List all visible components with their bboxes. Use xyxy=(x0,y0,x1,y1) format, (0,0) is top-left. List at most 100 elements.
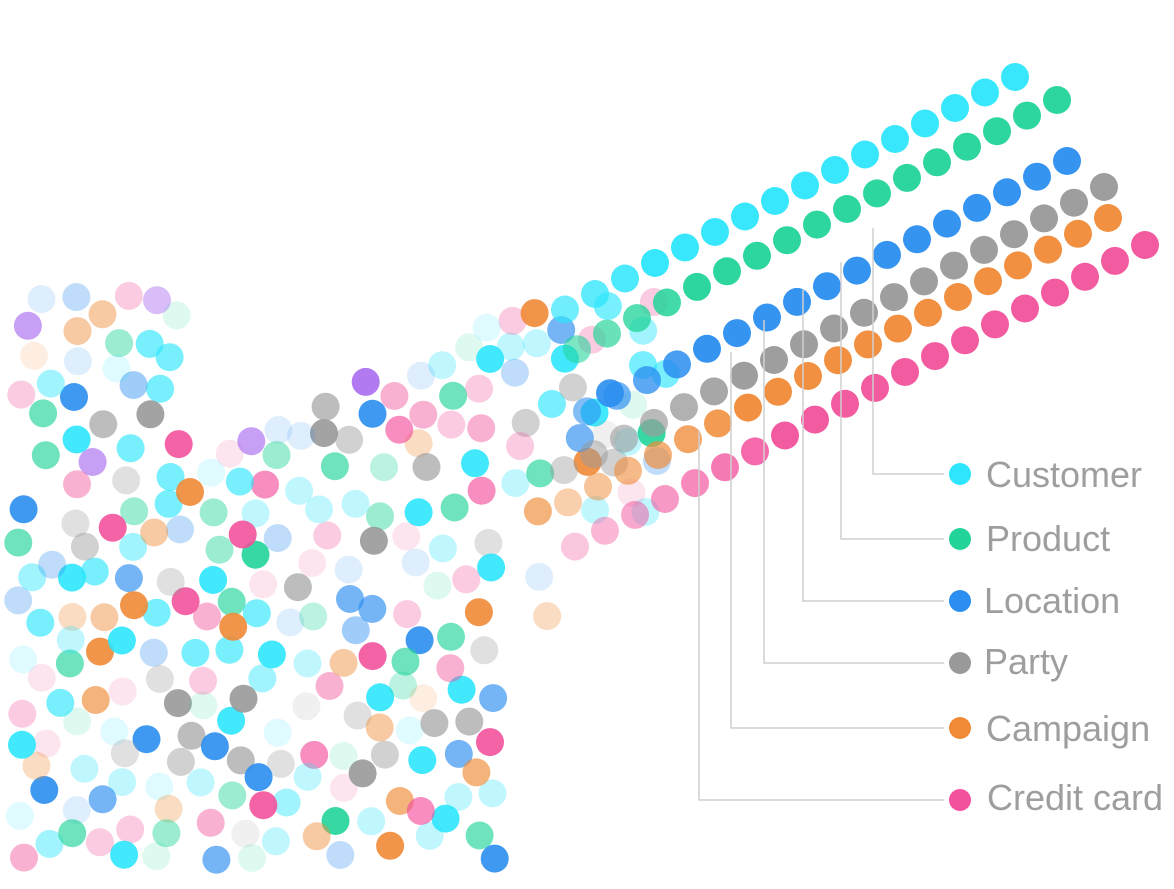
row-dot-product xyxy=(623,304,651,333)
row-dot-party xyxy=(580,440,608,469)
scatter-dot-customer xyxy=(215,635,244,664)
scatter-dot-location xyxy=(500,358,529,387)
scatter-dot-customer xyxy=(36,369,65,398)
scatter-dot-campaign xyxy=(88,300,117,329)
scatter-dot-campaign xyxy=(140,518,169,547)
scatter-dot-campaign xyxy=(385,787,414,815)
legend-item-product: Product xyxy=(949,518,1110,559)
scatter-dot-credit-card xyxy=(467,476,496,505)
scatter-dot-customer xyxy=(242,599,271,628)
scatter-dot-credit-card xyxy=(171,587,200,616)
scatter-dot-credit-card xyxy=(32,729,61,758)
scatter-dot-product xyxy=(142,842,171,871)
row-dot-product xyxy=(563,335,591,364)
scatter-dot-customer xyxy=(197,458,226,487)
scatter-dot-credit-card xyxy=(249,570,278,599)
scatter-dot-credit-card xyxy=(393,600,422,629)
scatter-dot-customer xyxy=(472,313,501,342)
row-dot-location xyxy=(1023,162,1051,191)
legend-dot-location xyxy=(949,590,971,612)
scatter-dot-credit-card xyxy=(8,699,37,728)
scatter-dot-credit-card xyxy=(215,439,244,468)
scatter-dot-customer xyxy=(241,499,270,528)
scatter-dot-product xyxy=(105,329,134,358)
row-dot-party xyxy=(1000,220,1028,249)
row-dot-campaign xyxy=(1064,219,1092,248)
row-dot-campaign xyxy=(944,283,972,311)
row-dot-location xyxy=(903,225,931,254)
scatter-dot-product xyxy=(370,453,398,482)
scatter-dot-customer xyxy=(581,495,610,524)
scatter-dot-product xyxy=(439,381,468,410)
scatter-dot-credit-card xyxy=(108,677,137,706)
scatter-dot-product xyxy=(31,441,60,470)
row-dot-campaign xyxy=(854,330,882,359)
row-dot-credit-card xyxy=(951,326,979,355)
row-dot-campaign xyxy=(1004,251,1032,280)
scatter-dot-customer xyxy=(522,329,551,358)
row-dot-customer xyxy=(611,264,639,293)
scatter-dot-credit-card xyxy=(315,672,344,700)
scatter-dot-other xyxy=(351,367,380,396)
scatter-dot-campaign xyxy=(63,317,92,346)
scatter-dot-party xyxy=(311,392,340,421)
scatter-dot-location xyxy=(166,515,194,544)
row-dot-product xyxy=(683,272,711,301)
scatter-dot-customer xyxy=(395,716,424,745)
scatter-dot-product xyxy=(120,497,149,526)
scatter-dot-location xyxy=(479,684,508,713)
row-dot-credit-card xyxy=(1041,278,1069,307)
scatter-dot-credit-card xyxy=(617,478,646,507)
row-dot-customer xyxy=(671,233,699,262)
scatter-dot-location xyxy=(60,383,88,411)
connector-party xyxy=(763,320,944,664)
scatter-dot-other xyxy=(78,448,107,476)
scatter-dot-credit-card xyxy=(27,663,56,692)
legend-label-credit-card: Credit card xyxy=(987,777,1163,818)
scatter-dot-product xyxy=(526,459,555,488)
scatter-dot-product xyxy=(262,441,291,470)
scatter-dot-customer xyxy=(62,425,91,454)
row-dot-campaign xyxy=(1034,235,1062,264)
scatter-dot-customer xyxy=(100,717,129,746)
row-dot-customer xyxy=(971,78,999,107)
row-dot-party xyxy=(880,283,908,312)
scatter-dot-location xyxy=(30,776,59,804)
scatter-dot-party xyxy=(231,819,260,848)
scatter-dot-credit-card xyxy=(467,414,496,443)
scatter-dot-credit-card xyxy=(465,374,493,403)
scatter-dot-party xyxy=(470,636,499,665)
row-dot-credit-card xyxy=(1131,231,1159,259)
row-dot-credit-card xyxy=(741,437,769,466)
scatter-dot-product xyxy=(241,540,270,569)
scatter-dot-campaign xyxy=(58,603,87,631)
scatter-dot-customer xyxy=(261,827,290,856)
scatter-dot-customer xyxy=(56,626,85,654)
row-dot-customer xyxy=(881,125,909,153)
row-dot-party xyxy=(760,346,788,374)
row-dot-party xyxy=(820,314,848,343)
scatter-dot-credit-card xyxy=(452,565,481,594)
scatter-dot-customer xyxy=(305,495,333,524)
scatter-dot-location xyxy=(264,416,293,444)
row-dot-campaign xyxy=(584,472,612,501)
row-dot-customer xyxy=(941,94,969,122)
legend-dot-credit-card xyxy=(949,789,971,811)
scatter-dot-customer xyxy=(181,638,210,667)
scatter-dot-customer xyxy=(116,434,145,463)
scatter-dot-credit-card xyxy=(98,513,127,542)
scatter-dot-credit-card xyxy=(313,521,342,550)
row-dot-party xyxy=(670,393,698,422)
row-dot-customer xyxy=(761,187,789,215)
row-dot-party xyxy=(910,267,938,296)
scatter-dot-location xyxy=(62,283,91,312)
scatter-dot-credit-card xyxy=(249,791,278,820)
row-dot-party xyxy=(1090,173,1118,201)
scatter-dot-product xyxy=(320,452,349,481)
scatter-dot-customer xyxy=(107,626,136,655)
row-dot-product xyxy=(743,241,771,270)
legend-dot-customer xyxy=(949,463,971,485)
scatter-dot-customer xyxy=(217,706,246,735)
scatter-dot-party xyxy=(112,466,141,495)
scatter-dot-party xyxy=(61,509,90,538)
